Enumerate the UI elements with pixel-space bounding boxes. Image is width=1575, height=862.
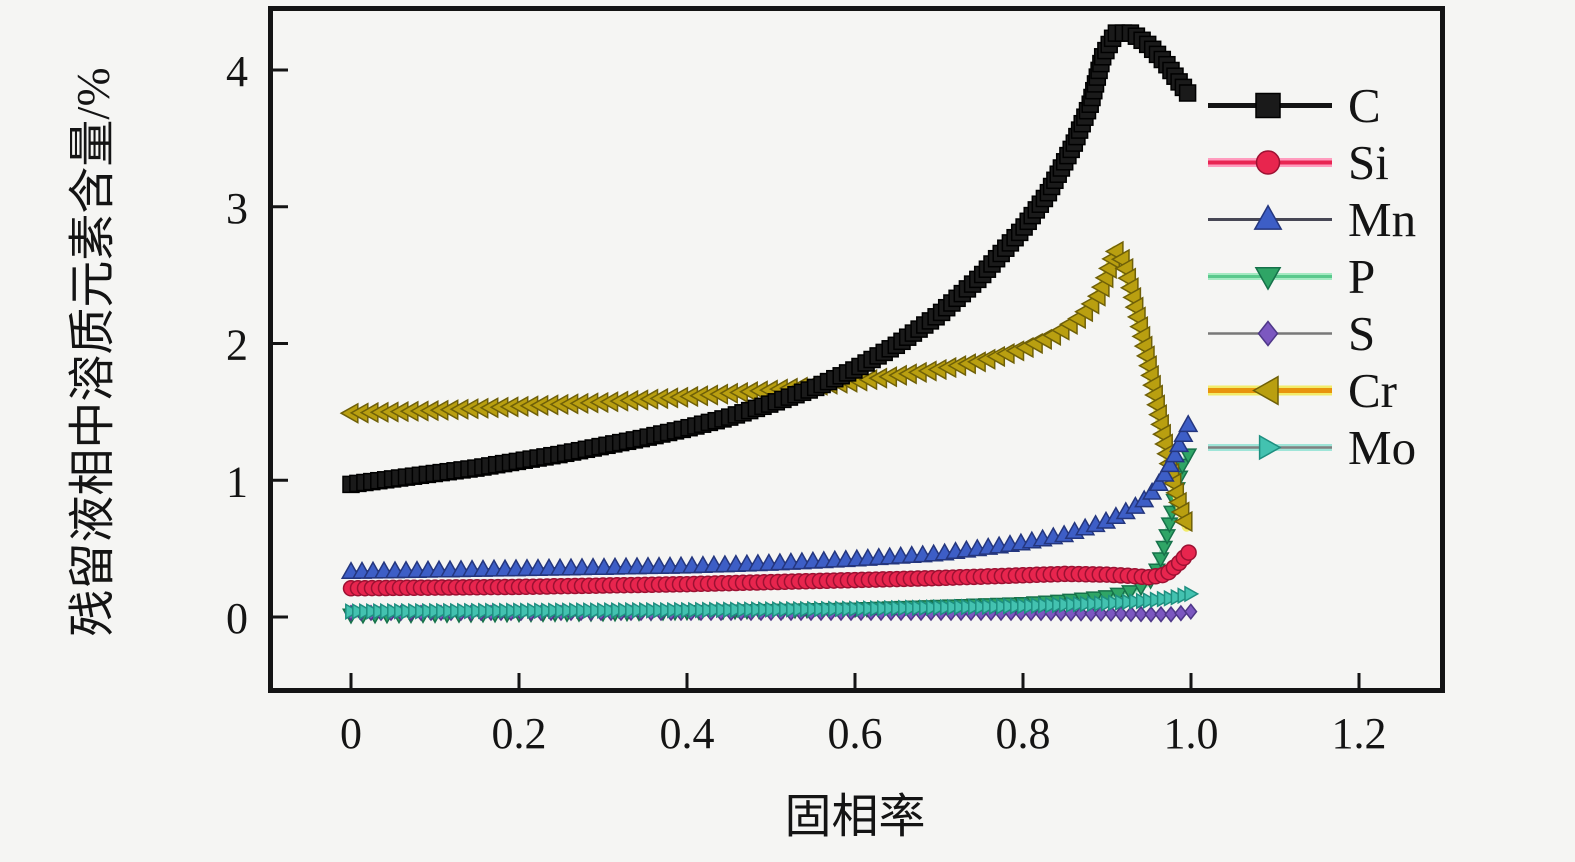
legend-marker-icon [1208,150,1332,175]
y-tick-label: 4 [226,47,248,96]
marker-Mn [1164,444,1185,463]
legend-label-Si: Si [1348,135,1389,190]
series-markers-Si [342,544,1197,597]
legend-marker-Mn [1253,204,1283,230]
marker-S [1134,605,1148,623]
legend-marker-C [1255,92,1281,119]
marker-Mn [1148,473,1169,492]
legend-label-C: C [1348,78,1381,133]
marker-S [1114,605,1128,623]
legend-item-Si: Si [1202,134,1416,191]
x-tick-label: 0.4 [660,709,715,758]
marker-S [1154,605,1168,623]
legend-item-Mo: Mo [1202,419,1416,476]
legend-marker-Cr [1252,375,1279,406]
x-tick-label: 0.2 [492,709,547,758]
legend-marker-icon [1208,320,1332,347]
marker-Cr [1173,510,1193,533]
legend-marker-icon [1208,375,1332,406]
legend-label-Mo: Mo [1348,420,1417,475]
marker-S [1074,604,1088,622]
legend-item-Cr: Cr [1202,362,1416,419]
marker-P [1158,529,1177,546]
marker-S [1164,605,1178,623]
marker-S [1144,605,1158,623]
marker-Mn [1169,434,1190,453]
legend-item-P: P [1202,248,1416,305]
legend-label-P: P [1348,249,1376,304]
legend-item-Mn: Mn [1202,191,1416,248]
legend-label-Cr: Cr [1348,363,1397,418]
marker-Mn [1142,481,1163,500]
x-tick-label: 1.2 [1332,709,1387,758]
marker-S [1054,604,1068,622]
series-markers-Mn [340,414,1199,580]
series-markers-Mo [345,585,1200,620]
x-axis-label: 固相率 [784,791,926,844]
legend-marker-S [1257,320,1279,347]
legend-label-S: S [1348,306,1376,361]
marker-P [1121,585,1139,602]
legend: C Si Mn P S Cr Mo [1202,77,1416,476]
marker-Mn [1178,414,1199,433]
series-markers-C [342,24,1197,494]
series-line-Mn [349,421,1191,574]
y-tick-label: 2 [226,321,248,370]
marker-Mn [1159,454,1180,473]
legend-marker-Si [1255,150,1281,175]
x-tick-label: 1.0 [1164,709,1219,758]
marker-Mn [1154,463,1175,482]
legend-label-Mn: Mn [1348,192,1417,247]
x-tick-label: 0 [340,709,362,758]
legend-marker-icon [1208,434,1332,461]
legend-marker-icon [1208,204,1332,230]
series-markers-Cr [339,240,1193,533]
marker-P [1179,448,1198,465]
marker-S [1184,603,1198,621]
y-tick-label: 1 [226,457,248,506]
marker-P [1151,552,1170,569]
marker-Mn [1173,424,1194,443]
x-tick-label: 0.6 [828,709,883,758]
marker-S [1174,604,1188,622]
marker-S [1124,605,1138,623]
legend-marker-icon [1208,92,1332,119]
legend-item-S: S [1202,305,1416,362]
legend-marker-icon [1208,266,1332,291]
marker-P [1160,517,1179,534]
legend-marker-Mo [1258,434,1282,461]
y-axis-label: 残留液相中溶质元素含量/% [67,67,120,637]
y-tick-label: 3 [226,184,248,233]
marker-C [1178,84,1197,102]
marker-Si [1180,544,1197,561]
marker-Mo [1184,585,1200,603]
legend-marker-P [1254,266,1282,291]
y-tick-label: 0 [226,594,248,643]
x-tick-label: 0.8 [996,709,1051,758]
plot-border [268,6,1445,693]
legend-item-C: C [1202,77,1416,134]
marker-P [1155,540,1174,557]
series-group [339,24,1200,625]
